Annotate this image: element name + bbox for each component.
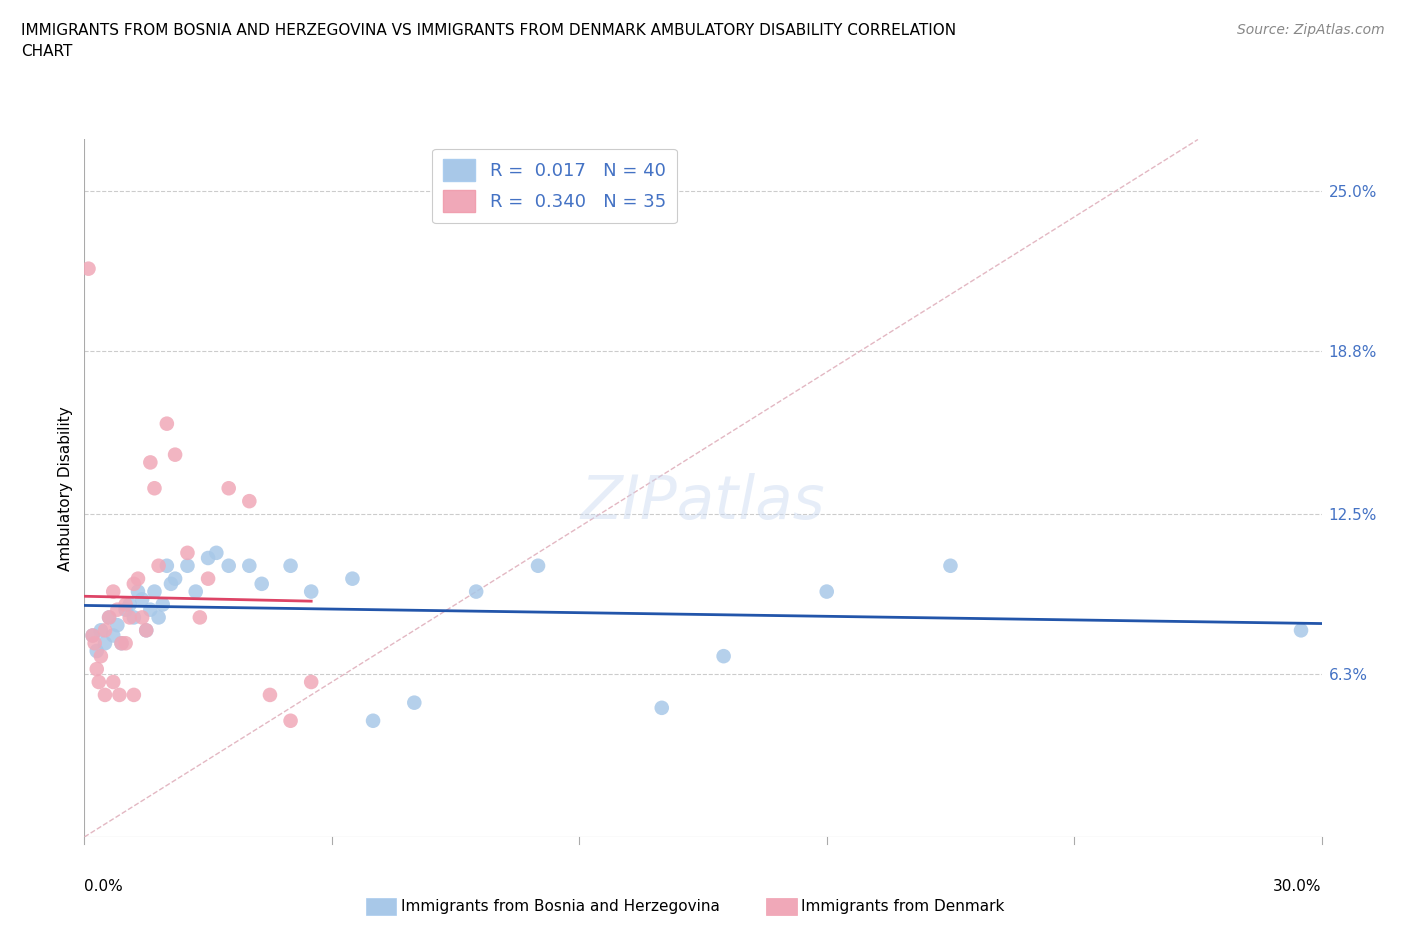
Point [939,558,962,573]
Point [197,551,219,565]
Point [114,603,136,618]
Legend: R =  0.017   N = 40, R =  0.340   N = 35: R = 0.017 N = 40, R = 0.340 N = 35 [432,149,676,223]
Y-axis label: Ambulatory Disability: Ambulatory Disability [58,405,73,571]
Point [139,455,162,470]
Point [103,628,125,643]
Point [118,597,141,612]
Point [342,571,364,586]
Point [114,636,136,651]
Point [135,623,157,638]
Point [103,674,125,689]
Point [86,661,108,676]
Point [105,618,128,632]
Point [90,649,112,664]
Point [188,610,211,625]
Text: IMMIGRANTS FROM BOSNIA AND HERZEGOVINA VS IMMIGRANTS FROM DENMARK AMBULATORY DIS: IMMIGRANTS FROM BOSNIA AND HERZEGOVINA V… [21,23,956,60]
Text: Immigrants from Denmark: Immigrants from Denmark [801,899,1005,914]
Text: 30.0%: 30.0% [1274,879,1322,894]
Point [82,628,104,643]
Point [299,674,322,689]
Point [127,571,149,586]
Point [176,558,198,573]
Point [122,577,145,591]
Text: Source: ZipAtlas.com: Source: ZipAtlas.com [1237,23,1385,37]
Point [98,610,121,625]
Point [165,447,187,462]
Point [280,713,302,728]
Point [280,558,302,573]
Point [131,610,153,625]
Point [143,481,166,496]
Text: ZIPatlas: ZIPatlas [581,472,825,532]
Point [160,577,183,591]
Point [527,558,550,573]
Point [139,603,162,618]
Point [77,261,100,276]
Text: 0.0%: 0.0% [84,879,124,894]
Point [238,494,260,509]
Point [114,597,136,612]
Point [127,584,149,599]
Point [135,623,157,638]
Point [86,644,108,658]
Point [148,610,170,625]
Point [250,577,273,591]
Point [218,481,240,496]
Point [1289,623,1312,638]
Text: Immigrants from Bosnia and Herzegovina: Immigrants from Bosnia and Herzegovina [401,899,720,914]
Point [259,687,281,702]
Point [110,636,132,651]
Point [143,584,166,599]
Point [122,610,145,625]
Point [165,571,187,586]
Point [87,674,110,689]
Point [122,687,145,702]
Point [815,584,838,599]
Point [218,558,240,573]
Point [205,545,228,560]
Point [118,610,141,625]
Point [94,636,117,651]
Point [238,558,260,573]
Point [184,584,207,599]
Point [83,636,105,651]
Point [110,636,132,651]
Point [651,700,673,715]
Point [156,417,179,432]
Point [404,696,426,711]
Point [103,584,125,599]
Point [108,687,131,702]
Point [197,571,219,586]
Point [105,603,128,618]
Point [156,558,179,573]
Point [82,628,104,643]
Point [176,545,198,560]
Point [299,584,322,599]
Point [131,591,153,606]
Point [94,623,117,638]
Point [713,649,735,664]
Point [94,687,117,702]
Point [152,597,174,612]
Point [148,558,170,573]
Point [465,584,488,599]
Point [98,610,121,625]
Point [90,623,112,638]
Point [361,713,384,728]
